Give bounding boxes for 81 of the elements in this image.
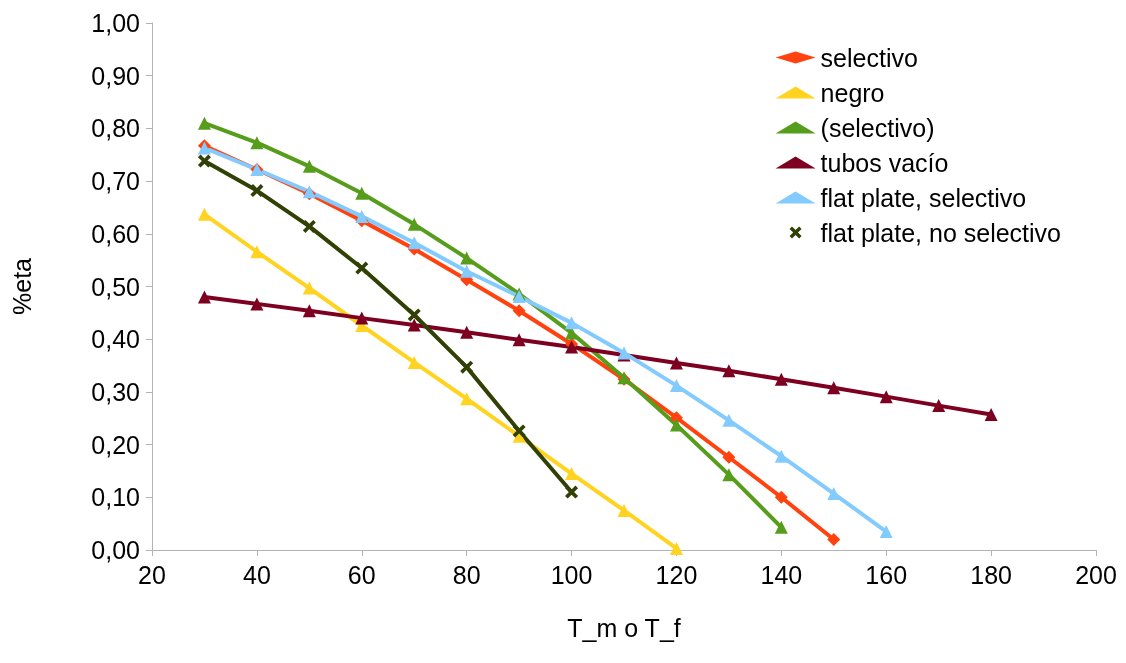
y-tick-label: 0,70: [91, 167, 140, 196]
point: [774, 372, 788, 386]
point: [355, 209, 369, 223]
legend-label: negro: [820, 78, 885, 107]
point: [774, 490, 788, 504]
point: [407, 308, 421, 322]
point: [355, 311, 369, 325]
x-tick-label: 200: [1075, 560, 1117, 589]
point: [197, 116, 211, 130]
point: [460, 251, 474, 265]
y-tick-label: 0,40: [91, 325, 140, 354]
point: [460, 264, 474, 278]
point: [669, 356, 683, 370]
x-axis-title: T_m o T_f: [567, 613, 681, 642]
point: [355, 186, 369, 200]
legend-label: selectivo: [820, 43, 918, 72]
legend-label: tubos vacío: [820, 148, 949, 177]
point: [565, 316, 579, 330]
y-tick-label: 1,00: [91, 9, 140, 37]
point: [984, 408, 998, 422]
point: [827, 532, 841, 546]
legend-label: flat plate, selectivo: [820, 183, 1027, 212]
point: [250, 136, 264, 150]
y-tick-label: 0,00: [91, 536, 140, 564]
y-tick-label: 0,20: [91, 430, 140, 459]
y-tick-label: 0,80: [91, 114, 140, 143]
y-tick-label: 0,30: [91, 377, 140, 406]
point: [250, 184, 264, 198]
point: [460, 360, 474, 374]
point: [565, 485, 579, 499]
point: [932, 399, 946, 413]
point: [512, 304, 526, 318]
point: [565, 467, 579, 481]
point: [302, 281, 316, 295]
point: [774, 520, 788, 534]
y-tick-label: 0,50: [91, 272, 140, 301]
legend-label: flat plate, no selectivo: [820, 218, 1061, 247]
point: [827, 381, 841, 395]
point: [669, 418, 683, 432]
point: [460, 392, 474, 406]
point: [302, 159, 316, 173]
point: [879, 525, 893, 539]
point: [250, 297, 264, 311]
point: [355, 261, 369, 275]
point: [722, 413, 736, 427]
x-tick-label: 80: [452, 560, 481, 589]
point: [302, 304, 316, 318]
legend-label: (selectivo): [820, 113, 935, 142]
point: [722, 364, 736, 378]
y-axis-title: %eta: [7, 257, 36, 315]
x-tick-label: 100: [550, 560, 593, 589]
point: [407, 318, 421, 332]
point: [722, 468, 736, 482]
point: [722, 450, 736, 464]
point: [774, 449, 788, 463]
point: [512, 424, 526, 438]
point: [197, 154, 211, 168]
point: [827, 487, 841, 501]
point: [879, 390, 893, 404]
x-tick-label: 40: [242, 560, 271, 589]
y-tick-label: 0,60: [91, 219, 140, 248]
x-tick-label: 20: [138, 560, 166, 589]
x-tick-label: 180: [970, 560, 1012, 589]
point: [197, 207, 211, 221]
point: [407, 355, 421, 369]
y-tick-label: 0,90: [91, 61, 140, 90]
point: [512, 333, 526, 347]
point: [250, 245, 264, 259]
point: [197, 290, 211, 304]
point: [302, 219, 316, 233]
point: [669, 379, 683, 393]
x-tick-label: 160: [865, 560, 908, 589]
point: [460, 325, 474, 339]
x-tick-label: 120: [655, 560, 698, 589]
point: [669, 541, 683, 555]
point: [407, 236, 421, 250]
point: [617, 503, 631, 517]
point: [407, 217, 421, 231]
x-tick-label: 60: [347, 560, 376, 589]
x-tick-label: 140: [760, 560, 803, 589]
y-tick-label: 0,10: [91, 483, 140, 512]
